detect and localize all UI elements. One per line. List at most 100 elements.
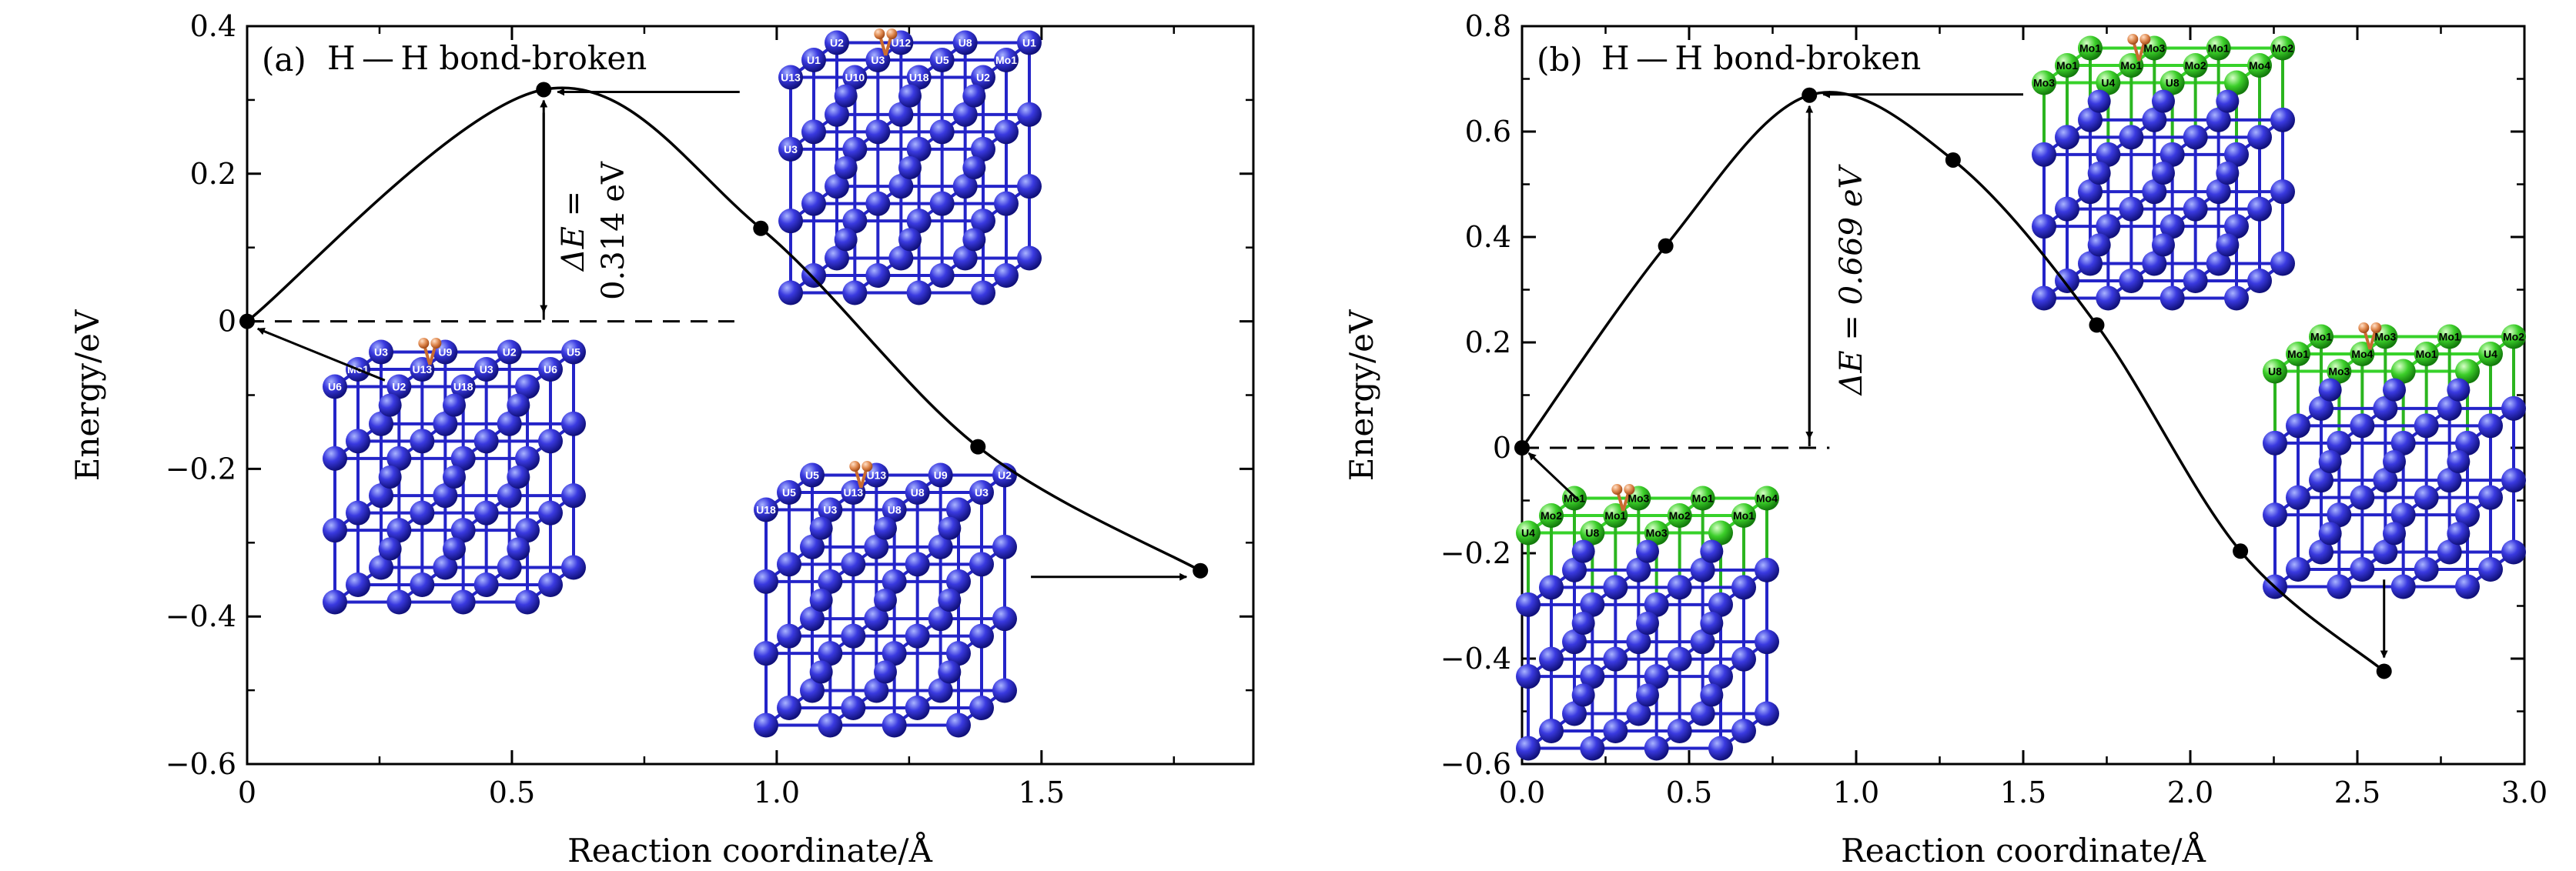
u-atom: [1626, 629, 1651, 655]
u-atom: [874, 660, 897, 684]
u-atom: [2390, 574, 2416, 599]
h-atom: [430, 338, 442, 349]
u-atom: [818, 569, 843, 594]
u-atom: [450, 446, 476, 471]
u-atom: [1626, 701, 1651, 726]
u-atom: [2152, 89, 2175, 113]
u-atom: [1708, 592, 1733, 617]
u-atom: [1017, 174, 1042, 199]
h-atom: [874, 28, 885, 39]
u-atom: [1700, 612, 1724, 635]
u-atom: [2350, 557, 2375, 582]
u-atom: [2096, 285, 2121, 311]
u-atom: [801, 263, 826, 288]
u-atom: [386, 518, 412, 543]
u-atom: [971, 136, 995, 162]
u-atom: [1690, 701, 1715, 726]
atom-label: U3: [784, 143, 798, 155]
atom-label: U10: [845, 72, 865, 84]
y-tick-label: 0: [1493, 431, 1511, 465]
u-atom: [1571, 612, 1595, 635]
u-atom: [777, 696, 801, 720]
u-atom: [946, 569, 971, 594]
panel-b-annotations: [1522, 90, 2388, 659]
u-atom: [1636, 683, 1659, 707]
u-atom: [864, 606, 889, 632]
atom-label: Mo4: [1756, 492, 1778, 505]
u-atom: [2327, 502, 2352, 528]
atom-label: Mo1: [2079, 42, 2101, 55]
x-tick-label: 0.0: [1499, 776, 1545, 809]
u-atom: [2350, 413, 2375, 439]
u-atom: [561, 555, 586, 580]
u-atom: [1644, 736, 1669, 761]
u-atom: [2247, 125, 2272, 150]
u-atom: [994, 191, 1019, 216]
h-atom: [849, 461, 861, 472]
u-atom: [929, 119, 955, 145]
u-atom: [2087, 162, 2111, 185]
atom-label: Mo1: [2208, 42, 2230, 55]
panel-a-annotations: [247, 88, 1188, 581]
u-atom: [882, 641, 907, 666]
u-atom: [1603, 646, 1628, 672]
panel-a-bond-annotation: H — H bond-broken: [327, 39, 647, 77]
u-atom: [2327, 430, 2352, 456]
panel-a-data-points: [239, 82, 1209, 579]
u-atom: [946, 641, 971, 666]
u-atom: [410, 429, 435, 454]
panel-a: 0 0.5 1.0 1.5−0.6−0.4−0.200.20.4 U2 U12 U8 U1U…: [69, 9, 1255, 869]
u-atom: [2247, 269, 2272, 293]
u-atom: [1667, 719, 1692, 743]
x-tick-label: 0: [238, 776, 256, 809]
atom-label: U13: [781, 72, 801, 84]
u-atom: [2455, 574, 2480, 599]
u-atom: [1731, 575, 1756, 600]
u-atom: [2224, 142, 2249, 167]
u-atom: [1580, 592, 1605, 617]
u-atom: [888, 174, 914, 199]
mo-atom: [2096, 70, 2121, 95]
u-atom: [1708, 736, 1733, 761]
panel-b-structure-1-atoms: [2032, 35, 2295, 311]
u-atom: [938, 589, 962, 612]
panel-a-structure-1-atoms: [778, 30, 1042, 305]
u-atom: [2096, 214, 2121, 239]
u-atom: [1731, 646, 1756, 672]
u-atom: [754, 497, 778, 522]
mo-atom: [2309, 324, 2333, 349]
u-atom: [2390, 502, 2416, 528]
panel-a-structure-2: U3U9U2U5Mo1U13U3U6U6U2U18: [323, 338, 586, 615]
x-tick-label: 0.5: [1666, 776, 1712, 809]
data-point: [1193, 562, 1209, 579]
u-atom: [946, 497, 971, 522]
atom-label: Mo2: [2503, 331, 2524, 343]
u-atom: [906, 65, 932, 90]
u-atom: [864, 678, 889, 703]
x-tick-label: 0.5: [489, 776, 535, 809]
panel-a-structure-3: U5 U13 U9 U2 U5 U13 U8 U3 U18 U3 U8: [754, 461, 1017, 738]
u-atom: [2309, 468, 2333, 493]
u-atom: [346, 429, 370, 454]
atom-label: U5: [782, 486, 796, 499]
u-atom: [818, 712, 843, 738]
atom-label: Mo2: [2185, 59, 2206, 72]
atom-label: U18: [756, 504, 776, 516]
u-atom: [2286, 485, 2310, 510]
panel-b-structure-2-atoms: [1516, 486, 1779, 761]
y-tick-label: −0.2: [1440, 536, 1511, 570]
u-atom: [1562, 701, 1587, 726]
u-atom: [1516, 592, 1541, 617]
u-atom: [2390, 430, 2416, 456]
atom-label: Mo1: [2120, 59, 2142, 72]
u-atom: [969, 552, 994, 577]
atom-label: U8: [958, 37, 972, 49]
u-atom: [433, 555, 458, 580]
u-atom: [1603, 575, 1628, 600]
u-atom: [2183, 125, 2208, 150]
u-atom: [834, 156, 858, 179]
atom-label: U13: [843, 486, 863, 499]
